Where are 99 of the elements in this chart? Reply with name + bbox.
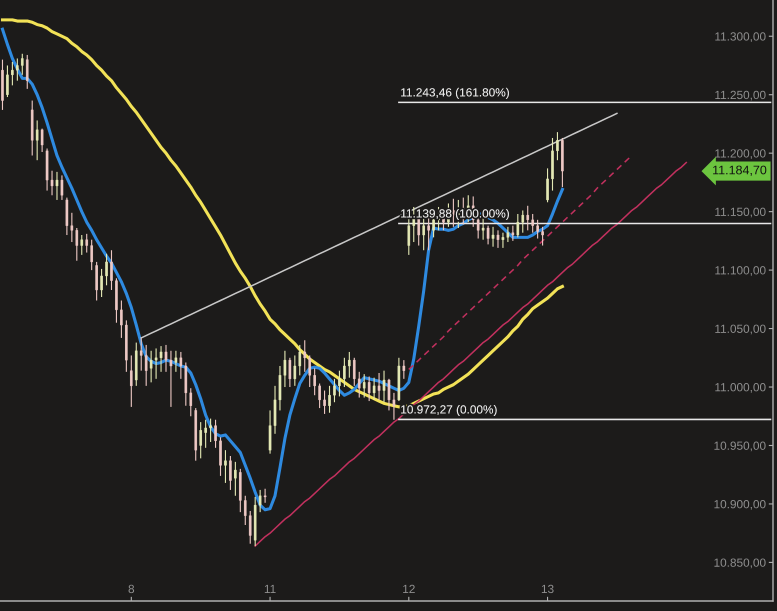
- candlestick: [402, 360, 406, 380]
- candlestick: [303, 340, 306, 372]
- candlestick: [368, 376, 370, 402]
- y-tick-label: 11.300,00: [715, 32, 766, 42]
- y-tick-label: 10.950,00: [714, 442, 766, 452]
- candlestick: [75, 227, 78, 262]
- candlestick: [80, 234, 84, 256]
- candlestick: [120, 300, 123, 338]
- candlestick: [170, 350, 172, 408]
- candlestick: [556, 132, 559, 161]
- y-tick-label: 10.850,00: [714, 558, 766, 568]
- candlestick: [358, 371, 361, 398]
- x-tick-label: 8: [128, 584, 134, 594]
- candlestick: [85, 233, 88, 254]
- candlestick: [486, 225, 490, 245]
- candlestick: [204, 419, 207, 448]
- candlestick: [313, 368, 316, 396]
- y-tick-label: 11.150,00: [715, 208, 766, 218]
- line-series: [254, 162, 688, 547]
- candlestick: [323, 390, 326, 414]
- candlestick: [20, 53, 24, 76]
- candlestick: [90, 239, 93, 271]
- x-tick-label: 12: [403, 584, 415, 593]
- candlestick: [140, 337, 143, 372]
- candlestick: [308, 354, 312, 388]
- candlestick: [392, 392, 396, 420]
- candlestick: [318, 382, 321, 409]
- candlestick: [16, 58, 19, 82]
- candlestick: [531, 213, 534, 234]
- candlestick: [180, 351, 182, 380]
- candlestick: [298, 344, 302, 376]
- candlestick: [164, 344, 168, 372]
- candlestick: [26, 54, 29, 90]
- candlestick: [378, 372, 380, 400]
- series-label: 11.243,46 (161.80%): [401, 88, 509, 99]
- candlestick: [105, 253, 108, 286]
- candlestick: [348, 351, 351, 378]
- candlestick: [40, 128, 44, 153]
- y-tick-label: 11.200,00: [715, 149, 766, 159]
- y-tick-label: 11.250,00: [715, 90, 766, 100]
- candlestick: [536, 219, 539, 240]
- candlestick: [150, 350, 152, 383]
- line-series: [140, 112, 618, 339]
- candlestick: [362, 374, 366, 398]
- candlestick: [199, 422, 202, 459]
- candlestick: [521, 210, 524, 234]
- candlestick: [328, 385, 331, 414]
- candlestick: [264, 488, 266, 504]
- candlestick: [388, 378, 390, 411]
- y-tick-label: 11.050,00: [715, 324, 766, 334]
- candlestick: [541, 226, 544, 246]
- candlestick: [492, 226, 494, 248]
- candlestick: [526, 205, 530, 231]
- candlestick: [288, 357, 292, 388]
- candlestick: [333, 378, 336, 403]
- candlestick: [352, 357, 356, 386]
- candlestick: [130, 354, 133, 408]
- candlestick: [372, 377, 376, 400]
- candlestick: [214, 419, 217, 448]
- candlestick: [144, 344, 148, 386]
- x-tick-label: 11: [264, 584, 276, 593]
- x-tick-label: 13: [542, 584, 554, 594]
- candlestick: [496, 230, 500, 248]
- candlestick: [248, 510, 252, 544]
- candlestick: [382, 370, 386, 403]
- candlestick: [60, 174, 64, 200]
- candlestick: [100, 268, 103, 298]
- candlestick: [6, 64, 9, 98]
- candlestick: [189, 388, 192, 417]
- candlestick: [546, 168, 549, 203]
- candlestick: [343, 357, 346, 388]
- candlestick: [284, 350, 286, 388]
- candlestick: [50, 170, 54, 196]
- candlestick: [516, 213, 520, 238]
- candlestick: [154, 348, 158, 380]
- candlestick: [160, 346, 162, 372]
- candlestick: [244, 495, 247, 526]
- candlestick: [174, 350, 178, 372]
- y-tick-label: 10.900,00: [714, 500, 766, 510]
- candlestick: [502, 232, 504, 248]
- candlestick: [224, 450, 227, 484]
- candlestick: [209, 418, 212, 443]
- y-tick-label: 11.100,00: [715, 266, 766, 276]
- candlestick: [506, 226, 510, 243]
- annotation: 11.184,70: [713, 166, 766, 176]
- candlestick: [229, 455, 232, 490]
- candlestick: [512, 225, 514, 242]
- line-series: [0, 28, 564, 512]
- candlestick: [36, 120, 38, 161]
- candlestick: [482, 218, 484, 240]
- candlestick: [234, 461, 237, 496]
- candlestick: [70, 212, 74, 243]
- candlestick: [110, 250, 113, 291]
- candlestick: [258, 489, 262, 513]
- candlestick: [294, 354, 296, 386]
- y-tick-label: 11.000,00: [715, 383, 766, 393]
- candlestick: [56, 171, 58, 200]
- candlestick: [11, 61, 14, 86]
- candlestick: [338, 370, 341, 397]
